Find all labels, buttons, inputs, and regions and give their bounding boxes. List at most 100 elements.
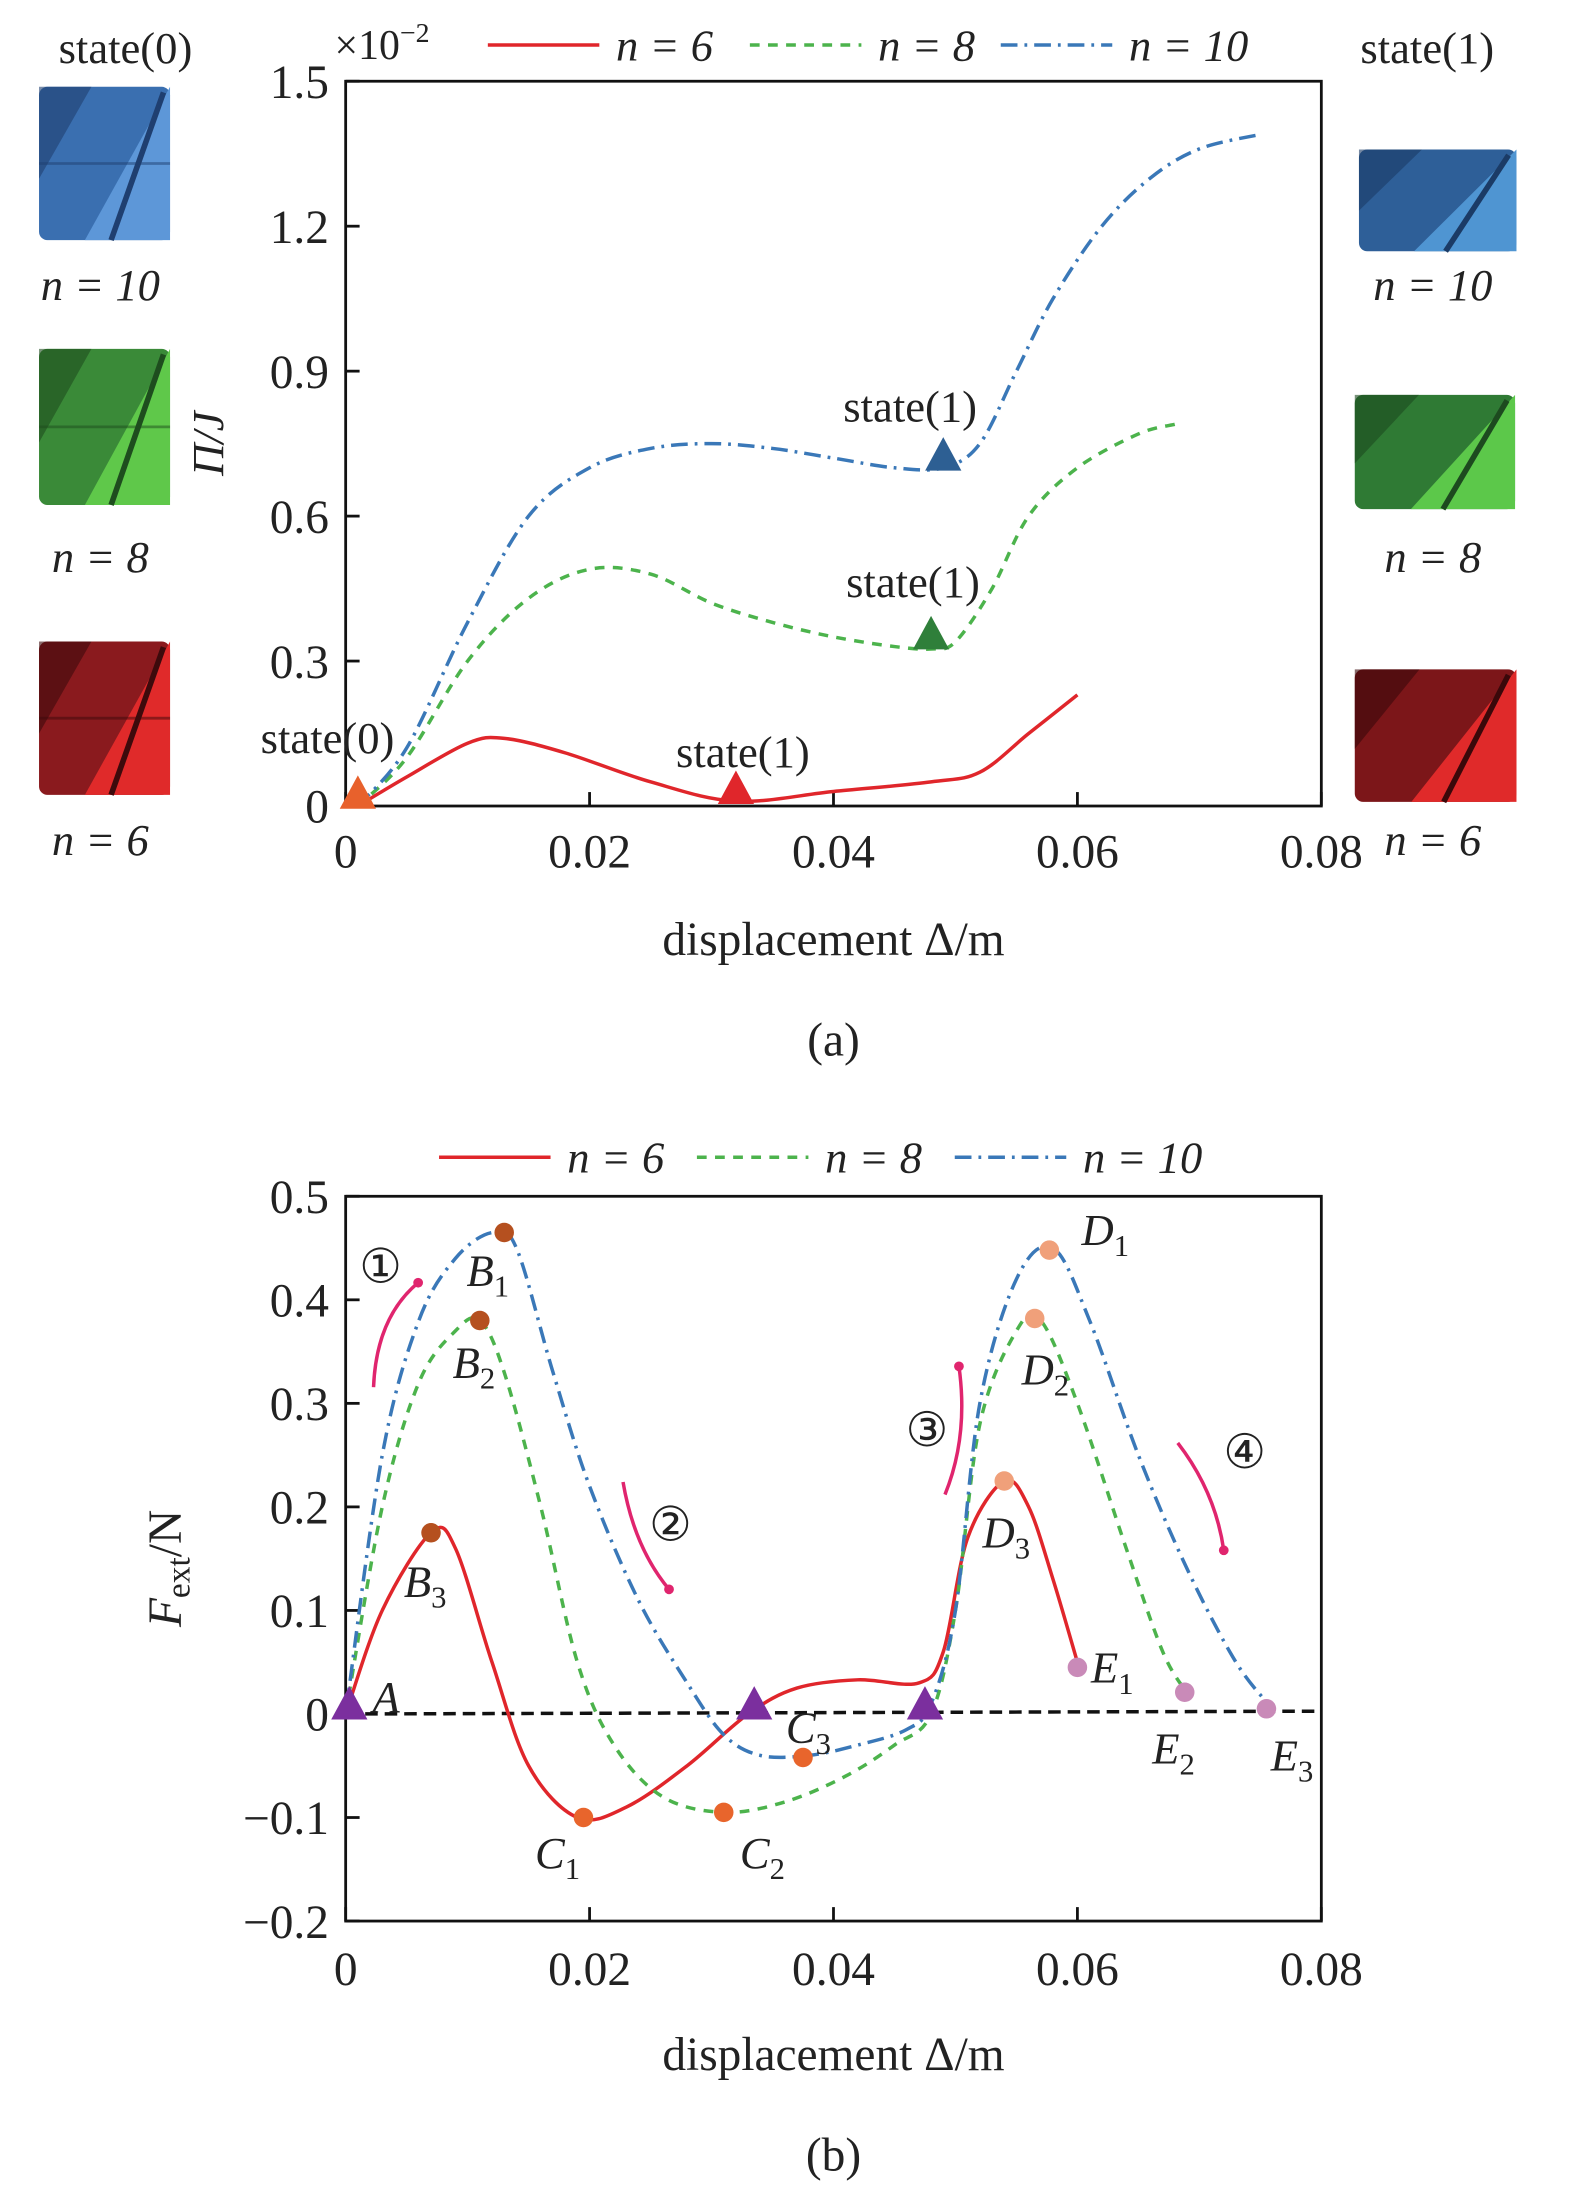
x-tick-label: 0.02	[548, 1944, 631, 1996]
stage-arrow	[621, 1481, 671, 1591]
point-label: B3	[404, 1556, 447, 1614]
left-n-label: n = 8	[52, 532, 149, 582]
left-n-label: n = 6	[52, 815, 150, 865]
point-label-A: A	[369, 1672, 400, 1722]
stage-arrow	[1176, 1441, 1226, 1551]
state-annotation: state(1)	[843, 381, 977, 431]
x-tick-label: 0.08	[1280, 1944, 1363, 1996]
y-tick-label: 1.5	[270, 57, 329, 109]
legend-label: n = 6	[616, 20, 714, 70]
x-tick-label: 0	[334, 1944, 358, 1996]
y-axis-label-unit: /N	[140, 1510, 192, 1557]
y-tick-label: 0.6	[270, 492, 329, 544]
state-annotation: state(1)	[846, 557, 980, 607]
origami-cylinder-image	[1358, 149, 1517, 253]
equilibrium-triangle	[331, 1686, 368, 1720]
legend-label: n = 10	[1129, 20, 1248, 70]
key-point	[573, 1807, 594, 1828]
y-tick-label: 0	[305, 782, 329, 834]
point-label-sub: 2	[1180, 1748, 1195, 1782]
point-label: B1	[467, 1245, 510, 1303]
y-tick-label: 1.2	[270, 202, 329, 254]
key-point	[1174, 1682, 1195, 1702]
plot-frame-b	[344, 1194, 1323, 1923]
origami-cylinder-image	[1354, 669, 1517, 804]
point-label-sub: 2	[1054, 1369, 1069, 1403]
series-line-n6	[344, 1478, 1080, 1822]
x-axis-label: displacement Δ/m	[662, 914, 1004, 966]
y-tick-label: 0	[305, 1690, 329, 1742]
point-label-sub: 1	[1114, 1229, 1129, 1263]
panel-label-b: (b)	[806, 2130, 861, 2182]
y-tick-label: −0.2	[243, 1897, 329, 1949]
right-n-label: n = 8	[1384, 532, 1481, 582]
key-point	[494, 1222, 514, 1243]
point-label: D3	[982, 1508, 1031, 1566]
point-label-sub: 3	[431, 1580, 446, 1614]
x-axis-label: displacement Δ/m	[662, 2029, 1004, 2081]
state-annotation: state(0)	[261, 713, 395, 763]
x-tick-label: 0.06	[1036, 826, 1119, 878]
x-tick-label: 0.04	[792, 826, 875, 878]
key-point	[1024, 1308, 1045, 1329]
arrow-head-icon	[664, 1584, 674, 1595]
state-marker	[912, 615, 950, 650]
left-title: state(0)	[59, 23, 193, 73]
stage-arrow	[371, 1281, 420, 1388]
x-tick-label: 0.04	[792, 1944, 875, 1996]
arrow-head-icon	[954, 1361, 964, 1372]
state-annotation: state(1)	[676, 727, 810, 777]
zero-line	[345, 1709, 1322, 1716]
legend-label: n = 8	[825, 1133, 922, 1183]
x-tick-label: 0	[334, 826, 358, 878]
left-n-label: n = 10	[41, 260, 160, 310]
point-label: C2	[740, 1828, 785, 1886]
origami-cylinder-image	[1354, 394, 1516, 511]
key-point	[713, 1802, 734, 1823]
right-n-label: n = 6	[1384, 815, 1482, 865]
stage-label: ①	[359, 1242, 401, 1294]
y-multiplier: ×10−2	[335, 18, 430, 69]
y-tick-label: 0.4	[270, 1276, 329, 1328]
right-n-label: n = 10	[1373, 260, 1492, 310]
point-label-sub: 2	[770, 1852, 785, 1886]
stage-arrow	[943, 1366, 964, 1496]
series-line-n6	[356, 693, 1079, 808]
y-tick-label: 0.3	[270, 1379, 329, 1431]
point-label-sub: 3	[816, 1727, 831, 1761]
point-label: B2	[453, 1337, 496, 1395]
point-label-sub: 1	[1118, 1667, 1133, 1701]
point-label: C1	[535, 1828, 580, 1886]
point-label: E3	[1270, 1731, 1314, 1789]
point-label-sub: 1	[565, 1852, 580, 1886]
point-label-sub: 1	[494, 1270, 509, 1304]
x-tick-label: 0.08	[1280, 826, 1363, 878]
stage-label: ④	[1223, 1427, 1265, 1479]
series-line-n8	[356, 422, 1176, 808]
point-label: D2	[1021, 1344, 1070, 1402]
arrow-head-icon	[413, 1277, 424, 1288]
state-marker	[717, 770, 755, 804]
equilibrium-triangle	[736, 1686, 773, 1720]
point-label: E1	[1090, 1643, 1134, 1701]
y-tick-label: 0.3	[270, 637, 329, 689]
legend-label: n = 6	[567, 1133, 665, 1183]
key-point	[793, 1747, 813, 1768]
legend-label: n = 8	[878, 20, 975, 70]
point-label-sub: 3	[1298, 1755, 1313, 1789]
y-axis-label: Fext/N	[140, 1510, 197, 1628]
plot-frame-a	[344, 79, 1323, 808]
y-tick-label: 0.2	[270, 1483, 329, 1535]
y-tick-label: 0.9	[270, 347, 329, 399]
key-point	[470, 1310, 490, 1331]
stage-label: ③	[906, 1405, 948, 1457]
point-label: D1	[1081, 1205, 1130, 1263]
x-tick-label: 0.02	[548, 826, 631, 878]
right-title: state(1)	[1360, 23, 1494, 73]
y-axis-label: Π/J	[183, 409, 233, 477]
key-point	[1067, 1657, 1088, 1678]
key-point	[421, 1523, 441, 1543]
key-point	[994, 1471, 1014, 1491]
state-marker	[925, 437, 962, 471]
